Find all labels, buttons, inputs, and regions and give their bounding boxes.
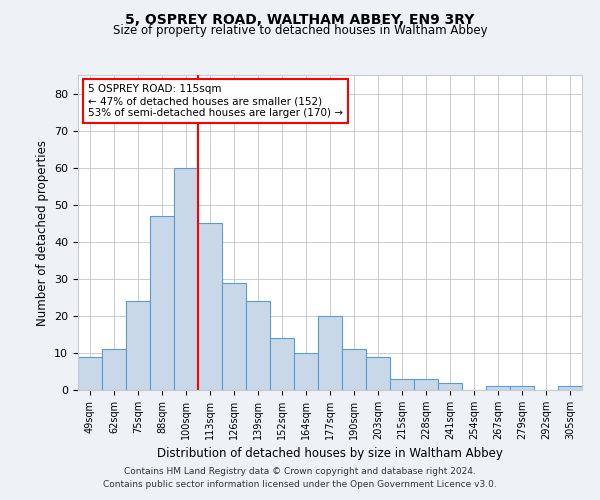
Bar: [78, 356, 102, 390]
Bar: [486, 386, 510, 390]
X-axis label: Distribution of detached houses by size in Waltham Abbey: Distribution of detached houses by size …: [157, 448, 503, 460]
Bar: [198, 223, 222, 390]
Bar: [390, 379, 414, 390]
Bar: [414, 379, 438, 390]
Bar: [174, 168, 198, 390]
Bar: [126, 301, 150, 390]
Text: Contains public sector information licensed under the Open Government Licence v3: Contains public sector information licen…: [103, 480, 497, 489]
Text: 5 OSPREY ROAD: 115sqm
← 47% of detached houses are smaller (152)
53% of semi-det: 5 OSPREY ROAD: 115sqm ← 47% of detached …: [88, 84, 343, 117]
Bar: [318, 316, 342, 390]
Bar: [102, 349, 126, 390]
Bar: [558, 386, 582, 390]
Text: 5, OSPREY ROAD, WALTHAM ABBEY, EN9 3RY: 5, OSPREY ROAD, WALTHAM ABBEY, EN9 3RY: [125, 12, 475, 26]
Bar: [222, 282, 246, 390]
Bar: [246, 301, 270, 390]
Text: Size of property relative to detached houses in Waltham Abbey: Size of property relative to detached ho…: [113, 24, 487, 37]
Bar: [294, 353, 318, 390]
Text: Contains HM Land Registry data © Crown copyright and database right 2024.: Contains HM Land Registry data © Crown c…: [124, 467, 476, 476]
Bar: [366, 356, 390, 390]
Bar: [510, 386, 534, 390]
Bar: [270, 338, 294, 390]
Bar: [438, 382, 462, 390]
Bar: [342, 349, 366, 390]
Y-axis label: Number of detached properties: Number of detached properties: [35, 140, 49, 326]
Bar: [150, 216, 174, 390]
